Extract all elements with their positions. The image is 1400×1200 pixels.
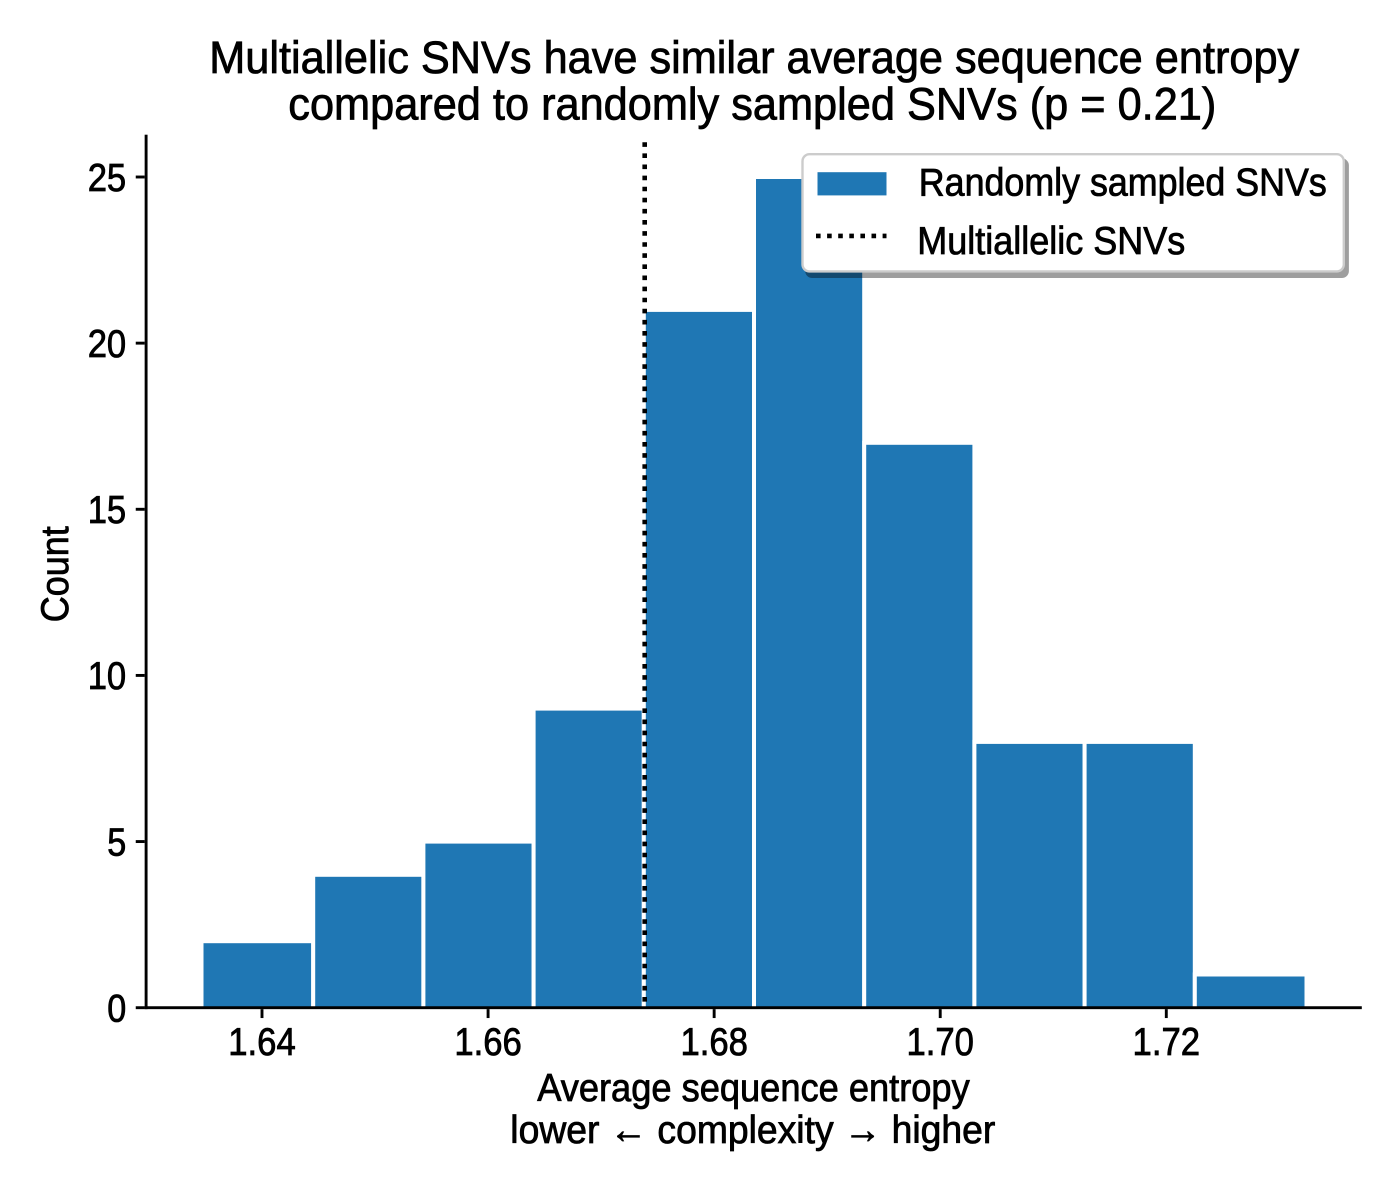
svg-text:compared to randomly sampled S: compared to randomly sampled SNVs (p = 0… — [288, 79, 1216, 130]
svg-text:Average sequence entropy: Average sequence entropy — [537, 1067, 970, 1110]
svg-text:5: 5 — [107, 821, 126, 864]
svg-text:0: 0 — [107, 988, 126, 1031]
svg-text:1.64: 1.64 — [228, 1021, 296, 1064]
svg-text:1.72: 1.72 — [1133, 1021, 1201, 1064]
svg-text:Count: Count — [34, 526, 77, 622]
svg-text:1.70: 1.70 — [906, 1021, 974, 1064]
svg-text:1.66: 1.66 — [454, 1021, 522, 1064]
svg-text:20: 20 — [88, 323, 127, 366]
svg-text:Randomly sampled SNVs: Randomly sampled SNVs — [919, 162, 1327, 205]
svg-text:10: 10 — [88, 655, 127, 698]
svg-text:15: 15 — [88, 489, 127, 532]
svg-text:1.68: 1.68 — [680, 1021, 748, 1064]
svg-text:Multiallelic SNVs: Multiallelic SNVs — [917, 220, 1185, 263]
svg-text:Multiallelic SNVs have similar: Multiallelic SNVs have similar average s… — [209, 32, 1299, 83]
svg-text:25: 25 — [88, 157, 127, 200]
svg-text:lower ← complexity → higher: lower ← complexity → higher — [510, 1109, 995, 1152]
